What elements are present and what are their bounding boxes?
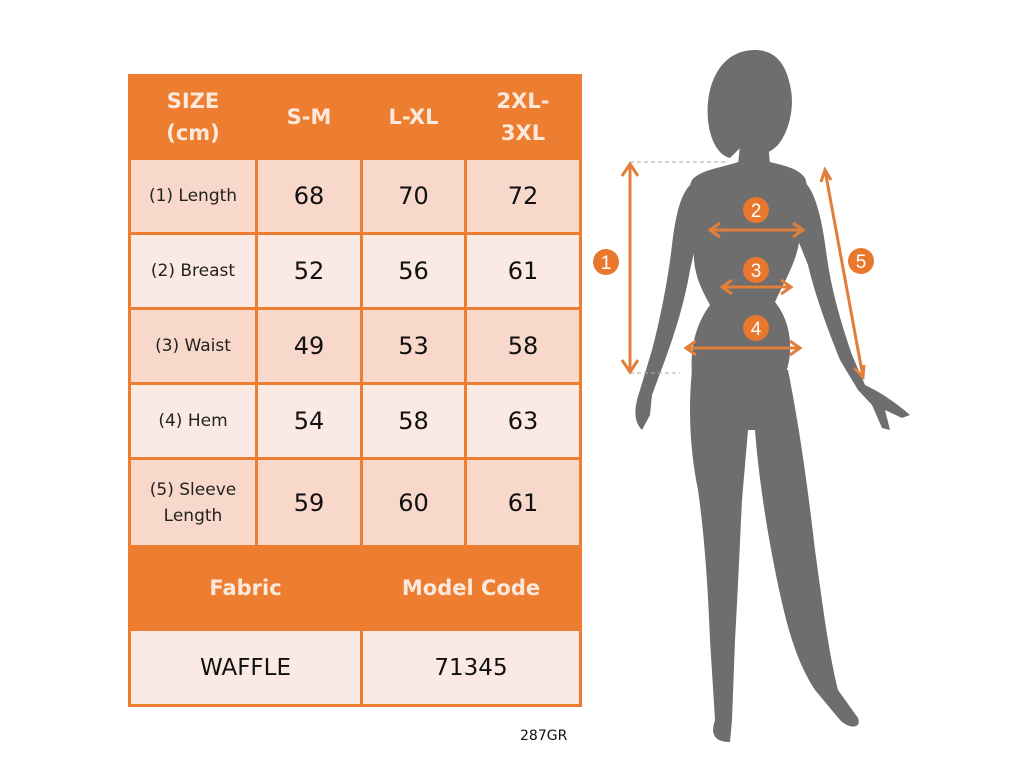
hem-arrow [683, 339, 803, 357]
marker-5-icon: 5 [848, 248, 874, 274]
cell-value: 58 [360, 382, 467, 460]
model-code-label: Model Code [360, 545, 582, 631]
fabric-value-row: WAFFLE 71345 [128, 628, 582, 707]
length-arrow [620, 161, 640, 375]
waist-arrow [719, 278, 794, 296]
header-2xl-3xl-label: 2XL-3XL [496, 89, 550, 145]
row-label-line2: Length [163, 505, 223, 526]
marker-4-icon: 4 [743, 315, 769, 341]
table-row: (1) Length 68 70 72 [128, 157, 582, 235]
fabric-label: Fabric [128, 545, 363, 631]
header-row: SIZE (cm) S-M L-XL 2XL-3XL [128, 74, 582, 160]
cell-value: 54 [255, 382, 363, 460]
cell-value: 52 [255, 232, 363, 310]
row-label: (1) Length [128, 157, 258, 235]
marker-3-label: 3 [751, 261, 762, 282]
cell-value: 72 [464, 157, 582, 235]
table-row: (4) Hem 54 58 63 [128, 382, 582, 460]
row-label: (2) Breast [128, 232, 258, 310]
cell-value: 58 [464, 307, 582, 385]
marker-2-icon: 2 [743, 197, 769, 223]
header-size: SIZE (cm) [128, 74, 258, 160]
fabric-value: WAFFLE [128, 628, 363, 707]
header-size-line1: SIZE [166, 89, 220, 113]
table-row: (5) Sleeve Length 59 60 61 [128, 457, 582, 548]
marker-3-icon: 3 [743, 257, 769, 283]
header-l-xl: L-XL [360, 74, 467, 160]
breast-arrow [707, 221, 806, 239]
cell-value: 61 [464, 232, 582, 310]
cell-value: 56 [360, 232, 467, 310]
product-code: 287GR [520, 728, 568, 744]
cell-value: 68 [255, 157, 363, 235]
cell-value: 70 [360, 157, 467, 235]
cell-value: 60 [360, 457, 467, 548]
marker-5-label: 5 [856, 252, 867, 273]
marker-1-icon: 1 [593, 249, 619, 275]
header-s-m: S-M [255, 74, 363, 160]
table-row: (3) Waist 49 53 58 [128, 307, 582, 385]
measurement-markers: 1 2 3 4 5 [593, 197, 874, 341]
header-size-line2: (cm) [166, 121, 220, 145]
size-chart-table: SIZE (cm) S-M L-XL 2XL-3XL (1) Length 68 … [128, 74, 582, 707]
row-label-line1: (5) Sleeve [149, 479, 237, 500]
sleeve-arrow [819, 166, 866, 381]
woman-silhouette [635, 50, 910, 742]
marker-4-label: 4 [751, 319, 762, 340]
marker-1-label: 1 [601, 253, 612, 274]
table-row: (2) Breast 52 56 61 [128, 232, 582, 310]
marker-2-label: 2 [751, 201, 762, 222]
fabric-header-row: Fabric Model Code [128, 545, 582, 631]
row-label: (4) Hem [128, 382, 258, 460]
model-code-value: 71345 [360, 628, 582, 707]
cell-value: 63 [464, 382, 582, 460]
cell-value: 59 [255, 457, 363, 548]
cell-value: 49 [255, 307, 363, 385]
cell-value: 53 [360, 307, 467, 385]
header-2xl-3xl: 2XL-3XL [464, 74, 582, 160]
body-measurement-figure: 1 2 3 4 5 [593, 50, 910, 742]
measurement-arrows [620, 161, 866, 381]
cell-value: 61 [464, 457, 582, 548]
row-label: (5) Sleeve Length [128, 457, 258, 548]
row-label: (3) Waist [128, 307, 258, 385]
